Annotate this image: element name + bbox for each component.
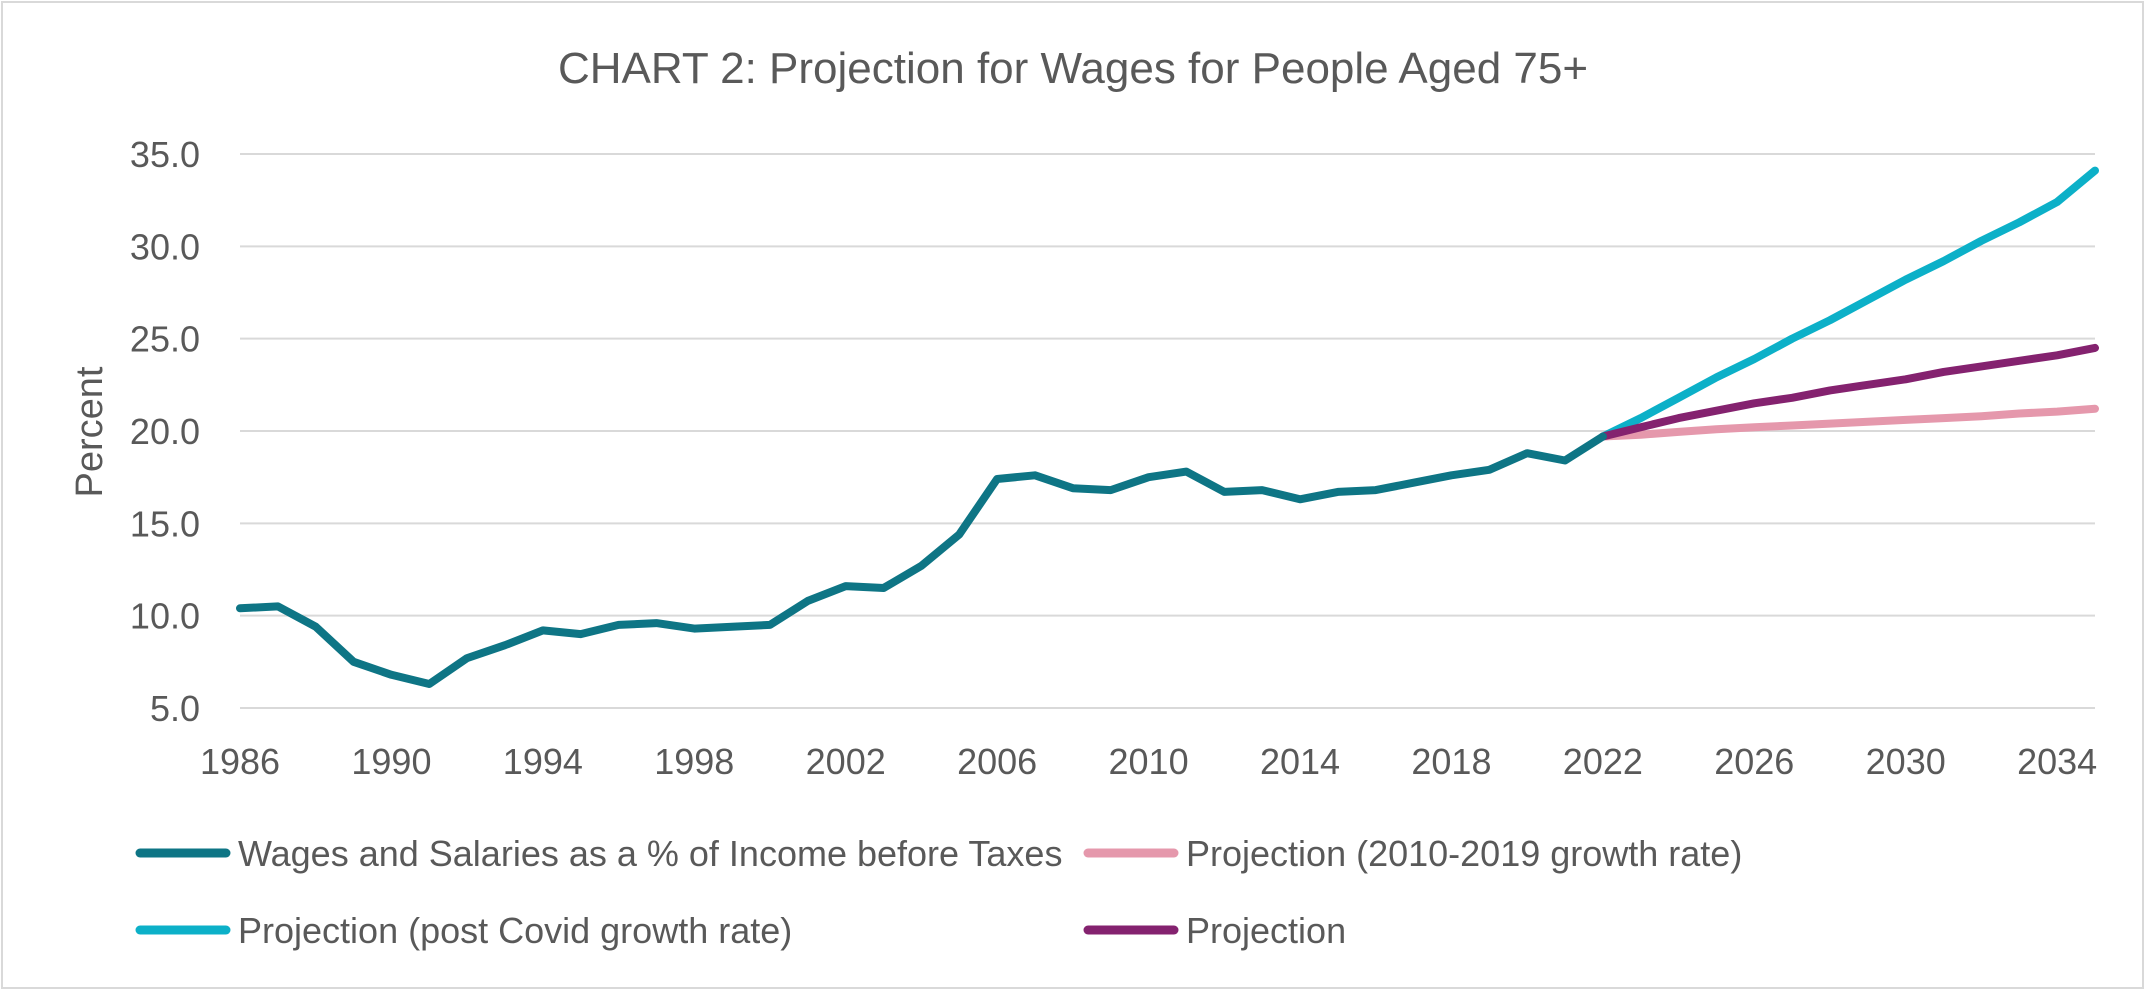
series-line-0: [236, 432, 1607, 688]
x-tick-label: 2006: [957, 741, 1037, 782]
legend-label: Projection (post Covid growth rate): [238, 910, 792, 951]
chart-title: CHART 2: Projection for Wages for People…: [558, 44, 1588, 93]
legend-label: Wages and Salaries as a % of Income befo…: [238, 833, 1062, 874]
x-tick-label: 2026: [1714, 741, 1794, 782]
y-tick-label: 30.0: [130, 226, 200, 267]
x-tick-label: 2010: [1109, 741, 1189, 782]
x-tick-label: 1994: [503, 741, 583, 782]
legend-label: Projection: [1186, 910, 1346, 951]
series-line-2: [1598, 166, 2099, 441]
legend-label: Projection (2010-2019 growth rate): [1186, 833, 1742, 874]
x-tick-label: 1990: [351, 741, 431, 782]
y-tick-label: 20.0: [130, 411, 200, 452]
y-axis-ticks: 5.0 10.0 15.0 20.0 25.0 30.0 35.0: [130, 134, 200, 729]
y-tick-label: 15.0: [130, 503, 200, 544]
x-axis-ticks: 1986 1990 1994 1998 2002 2006 2010 2014 2018 2022…: [200, 741, 2097, 782]
x-tick-label: 2018: [1411, 741, 1491, 782]
x-tick-label: 2034: [2017, 741, 2097, 782]
x-tick-label: 2022: [1563, 741, 1643, 782]
y-axis-label: Percent: [69, 366, 111, 497]
series-lines: [236, 166, 2099, 688]
legend: Wages and Salaries as a % of Income befo…: [135, 833, 1742, 951]
x-tick-label: 2030: [1866, 741, 1946, 782]
y-tick-label: 10.0: [130, 596, 200, 637]
gridlines: [240, 153, 2095, 709]
y-tick-label: 25.0: [130, 319, 200, 360]
y-tick-label: 5.0: [150, 688, 200, 729]
x-tick-label: 1986: [200, 741, 280, 782]
x-tick-label: 2014: [1260, 741, 1340, 782]
series-line-1: [1598, 404, 2099, 441]
x-tick-label: 1998: [654, 741, 734, 782]
x-tick-label: 2002: [806, 741, 886, 782]
series-line-3: [1598, 343, 2099, 441]
y-tick-label: 35.0: [130, 134, 200, 175]
